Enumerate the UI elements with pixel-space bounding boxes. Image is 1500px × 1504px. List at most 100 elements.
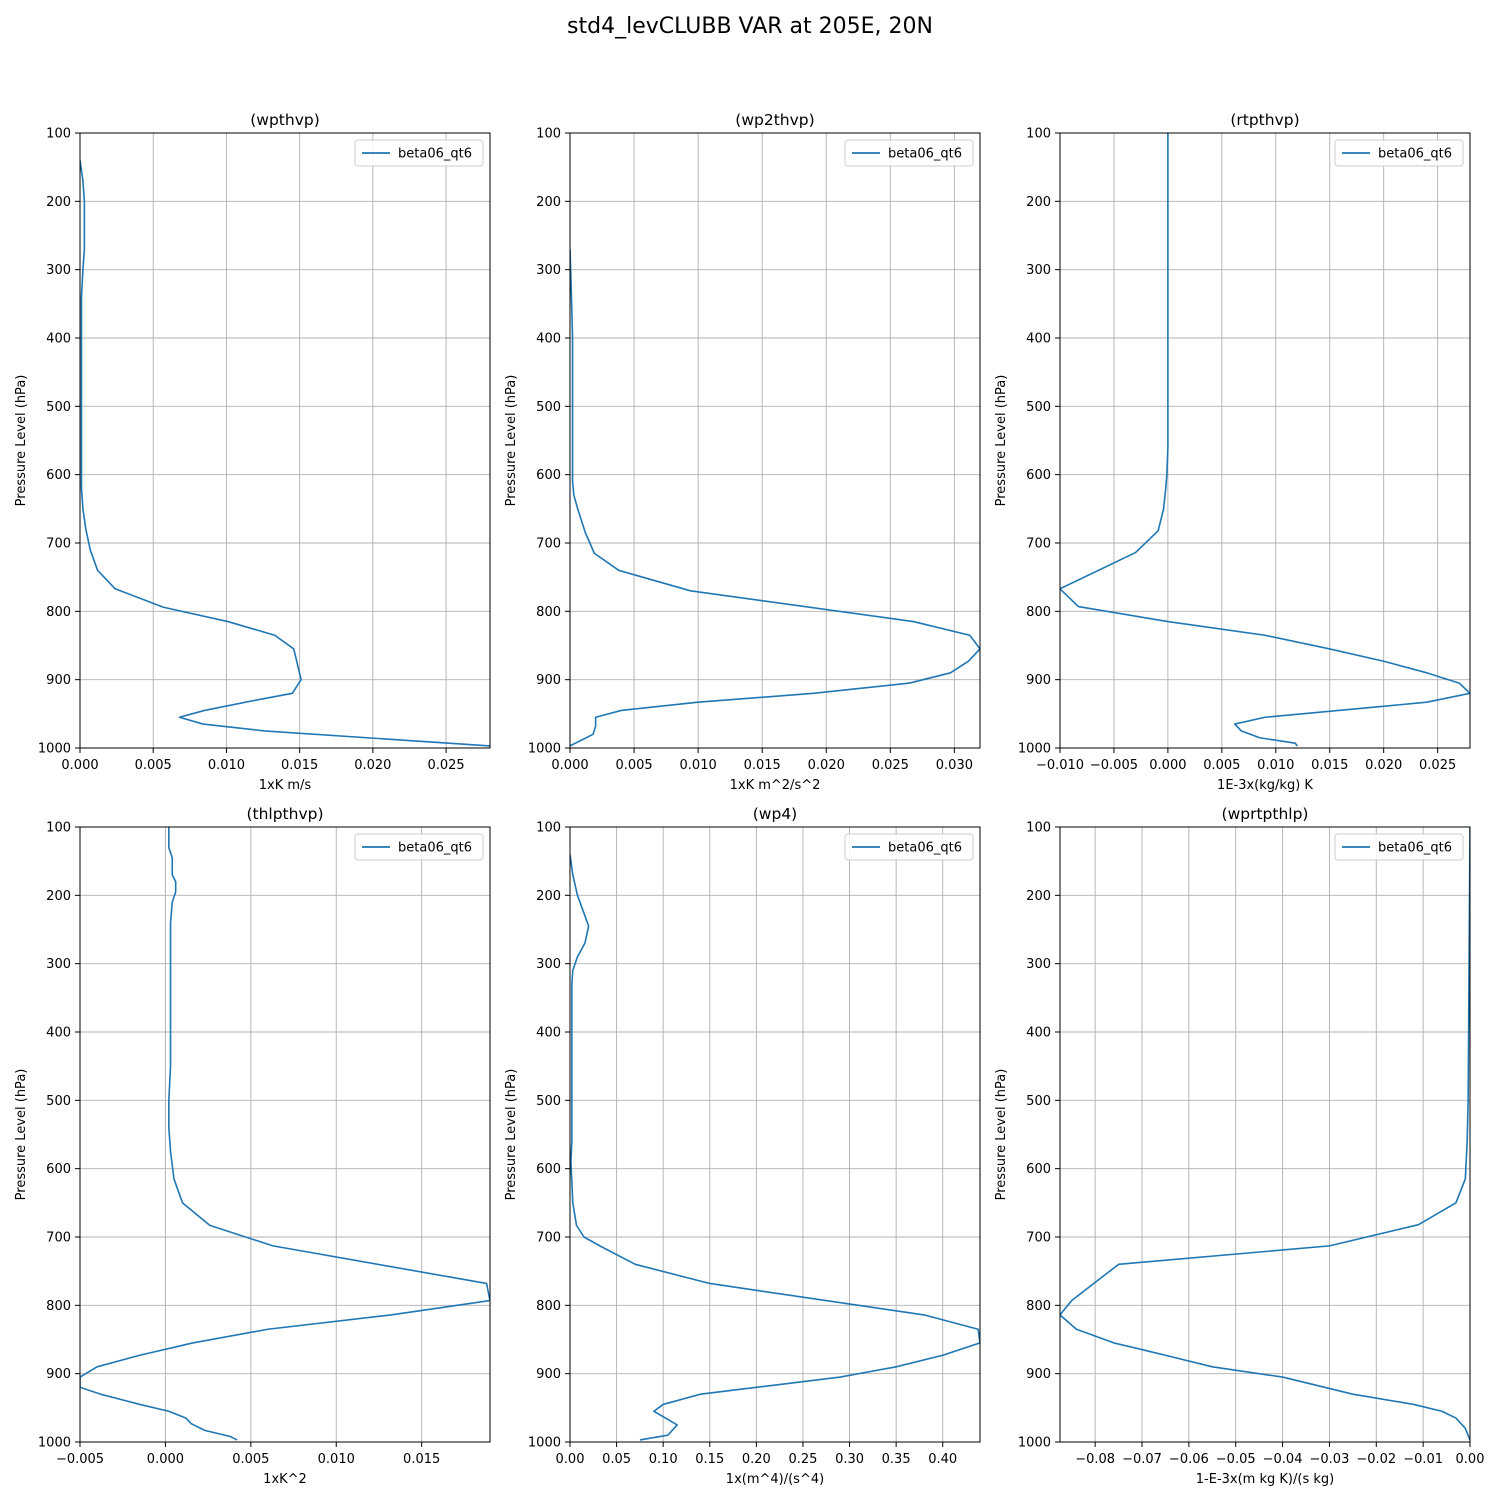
y-tick-label: 200 [536, 889, 561, 904]
series-line-beta06_qt6 [80, 160, 490, 747]
y-tick-label: 700 [46, 537, 71, 552]
x-tick-label: 0.005 [1203, 758, 1240, 773]
y-tick-label: 600 [1026, 468, 1051, 483]
y-axis-label: Pressure Level (hPa) [504, 375, 519, 507]
x-tick-label: 0.020 [1365, 758, 1402, 773]
x-axis-label: 1-E-3x(m kg K)/(s kg) [1196, 1472, 1334, 1487]
y-tick-label: 900 [1026, 1367, 1051, 1382]
subplot-4: −0.005 0.000 0.005 0.010 0.015 100 200 300 400 50… [14, 805, 491, 1487]
y-tick-label: 100 [46, 821, 71, 836]
legend-label: beta06_qt6 [1378, 147, 1452, 162]
y-tick-label: 400 [1026, 1026, 1051, 1041]
y-tick-label: 200 [46, 889, 71, 904]
subplot-title: (thlpthvp) [246, 805, 323, 823]
y-tick-label: 700 [46, 1231, 71, 1246]
legend-label: beta06_qt6 [398, 841, 472, 856]
y-tick-label: 300 [46, 263, 71, 278]
y-axis-label: Pressure Level (hPa) [14, 375, 29, 507]
x-tick-label: 0.025 [1419, 758, 1456, 773]
x-tick-label: 0.35 [882, 1452, 911, 1467]
x-tick-label: 0.020 [354, 758, 391, 773]
legend: beta06_qt6 [354, 139, 484, 167]
x-tick-label: −0.06 [1169, 1452, 1209, 1467]
legend-box [354, 833, 484, 861]
y-tick-label: 200 [46, 195, 71, 210]
subplot-6: −0.08 −0.07 −0.06 −0.05 −0.04 −0.03 −0.02 −0.01… [994, 805, 1484, 1487]
x-tick-label: −0.010 [1036, 758, 1084, 773]
x-axis-label: 1x(m^4)/(s^4) [726, 1472, 824, 1487]
y-tick-label: 300 [1026, 263, 1051, 278]
x-tick-label: 0.000 [551, 758, 588, 773]
x-tick-label: 0.015 [1311, 758, 1348, 773]
x-tick-label: −0.07 [1122, 1452, 1162, 1467]
x-tick-label: 0.030 [936, 758, 973, 773]
y-axis-label: Pressure Level (hPa) [504, 1069, 519, 1201]
x-tick-label: 0.20 [742, 1452, 771, 1467]
axes-frame [79, 826, 491, 1443]
y-tick-label: 400 [536, 332, 561, 347]
x-tick-label: 0.015 [744, 758, 781, 773]
axes-frame [1059, 826, 1471, 1443]
x-tick-label: 0.025 [872, 758, 909, 773]
subplot-5: 0.00 0.05 0.10 0.15 0.20 0.25 0.30 0.35 0.40 100 2… [504, 805, 981, 1487]
x-tick-label: −0.04 [1263, 1452, 1303, 1467]
y-axis-label: Pressure Level (hPa) [14, 1069, 29, 1201]
y-tick-label: 700 [1026, 1231, 1051, 1246]
y-tick-label: 200 [1026, 889, 1051, 904]
y-tick-label: 800 [46, 1299, 71, 1314]
x-tick-label: 0.015 [281, 758, 318, 773]
x-tick-label: 0.005 [232, 1452, 269, 1467]
x-tick-label: 0.25 [788, 1452, 817, 1467]
subplot-title: (wpthvp) [250, 111, 320, 129]
subplot-title: (rtpthvp) [1230, 111, 1299, 129]
legend: beta06_qt6 [844, 833, 974, 861]
y-tick-label: 900 [1026, 673, 1051, 688]
y-tick-label: 900 [536, 673, 561, 688]
y-tick-label: 800 [536, 1299, 561, 1314]
y-tick-label: 600 [536, 468, 561, 483]
legend-box [1334, 139, 1464, 167]
x-tick-label: 0.40 [928, 1452, 957, 1467]
x-tick-label: 0.10 [649, 1452, 678, 1467]
y-tick-label: 500 [536, 1094, 561, 1109]
y-tick-label: 1000 [38, 1436, 71, 1451]
series-line-beta06_qt6 [570, 249, 980, 747]
series-line-beta06_qt6 [570, 854, 980, 1441]
y-tick-label: 200 [1026, 195, 1051, 210]
y-tick-label: 800 [46, 605, 71, 620]
legend: beta06_qt6 [354, 833, 484, 861]
series-line-beta06_qt6 [1060, 133, 1470, 747]
legend: beta06_qt6 [1334, 139, 1464, 167]
legend-label: beta06_qt6 [888, 841, 962, 856]
legend-label: beta06_qt6 [1378, 841, 1452, 856]
y-tick-label: 200 [536, 195, 561, 210]
y-tick-label: 900 [536, 1367, 561, 1382]
y-axis-label: Pressure Level (hPa) [994, 1069, 1009, 1201]
x-tick-label: 0.005 [615, 758, 652, 773]
y-axis-label: Pressure Level (hPa) [994, 375, 1009, 507]
y-tick-label: 400 [536, 1026, 561, 1041]
x-tick-label: 0.010 [208, 758, 245, 773]
y-tick-label: 500 [46, 1094, 71, 1109]
y-tick-label: 900 [46, 673, 71, 688]
legend-label: beta06_qt6 [398, 147, 472, 162]
y-tick-label: 1000 [38, 742, 71, 757]
x-tick-label: 0.020 [808, 758, 845, 773]
x-tick-label: 0.015 [403, 1452, 440, 1467]
y-tick-label: 500 [1026, 400, 1051, 415]
y-tick-label: 800 [1026, 605, 1051, 620]
y-tick-label: 700 [536, 537, 561, 552]
x-tick-label: −0.08 [1075, 1452, 1115, 1467]
legend-label: beta06_qt6 [888, 147, 962, 162]
y-tick-label: 400 [1026, 332, 1051, 347]
x-tick-label: −0.005 [1090, 758, 1138, 773]
subplot-title: (wprtpthlp) [1222, 805, 1309, 823]
x-tick-label: 0.00 [556, 1452, 585, 1467]
y-tick-label: 400 [46, 332, 71, 347]
x-tick-label: −0.03 [1310, 1452, 1350, 1467]
y-tick-label: 100 [46, 127, 71, 142]
x-tick-label: −0.005 [56, 1452, 104, 1467]
y-tick-label: 300 [536, 263, 561, 278]
x-axis-label: 1xK^2 [263, 1472, 307, 1487]
